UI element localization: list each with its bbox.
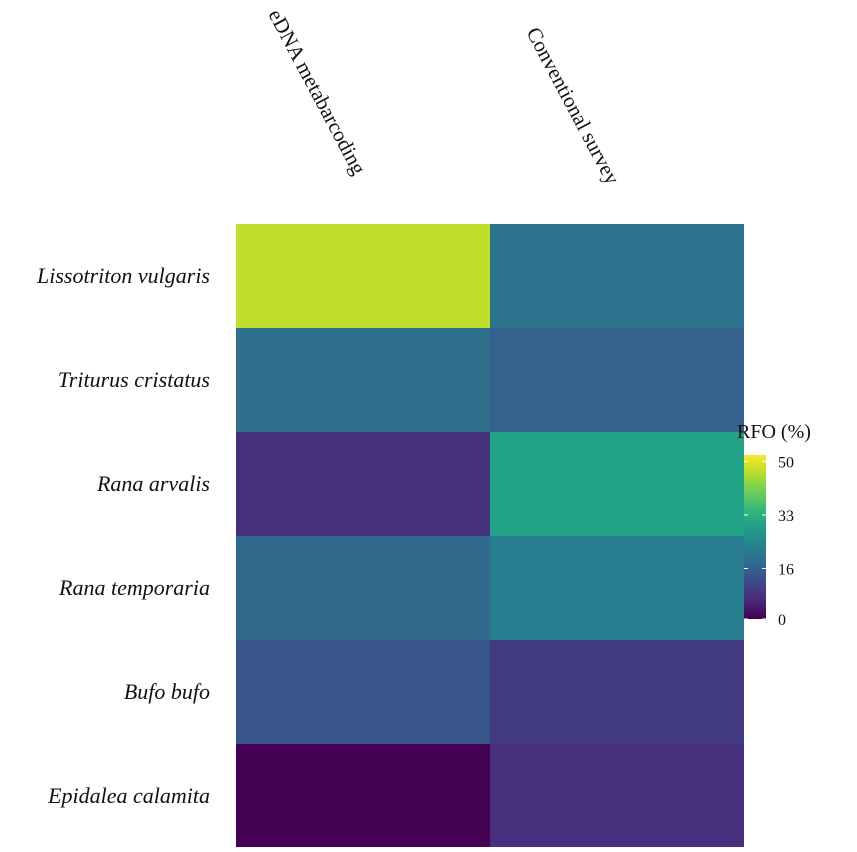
row-label: Bufo bufo [124, 679, 210, 704]
heatmap-cell [490, 536, 744, 640]
legend-title: RFO (%) [737, 421, 811, 443]
heatmap-cell [236, 744, 490, 847]
heatmap-cell [490, 432, 744, 536]
heatmap-cell [236, 432, 490, 536]
row-label: Rana temporaria [58, 575, 210, 600]
row-labels: Lissotriton vulgaris Triturus cristatus Ra… [36, 263, 210, 808]
heatmap-cell [490, 744, 744, 847]
column-labels: eDNA metabarcoding Conventional survey [264, 5, 625, 189]
heatmap-cell [236, 640, 490, 744]
heatmap-cells [236, 224, 744, 847]
legend-colorbar [744, 455, 766, 619]
heatmap-cell [490, 328, 744, 432]
row-label: Rana arvalis [96, 471, 210, 496]
heatmap-cell [236, 224, 490, 328]
row-label: Lissotriton vulgaris [36, 263, 210, 288]
heatmap-cell [490, 640, 744, 744]
heatmap-cell [236, 328, 490, 432]
legend-tick-label: 0 [778, 612, 786, 629]
legend-tick-label: 50 [778, 454, 794, 471]
color-legend: RFO (%) 50 33 16 0 [737, 421, 811, 629]
heatmap-cell [490, 224, 744, 328]
legend-tick-label: 16 [778, 562, 794, 579]
legend-tick-label: 33 [778, 508, 794, 525]
heatmap-cell [236, 536, 490, 640]
row-label: Triturus cristatus [58, 367, 210, 392]
row-label: Epidalea calamita [47, 783, 210, 808]
column-label: Conventional survey [522, 23, 625, 189]
column-label: eDNA metabarcoding [264, 5, 372, 179]
